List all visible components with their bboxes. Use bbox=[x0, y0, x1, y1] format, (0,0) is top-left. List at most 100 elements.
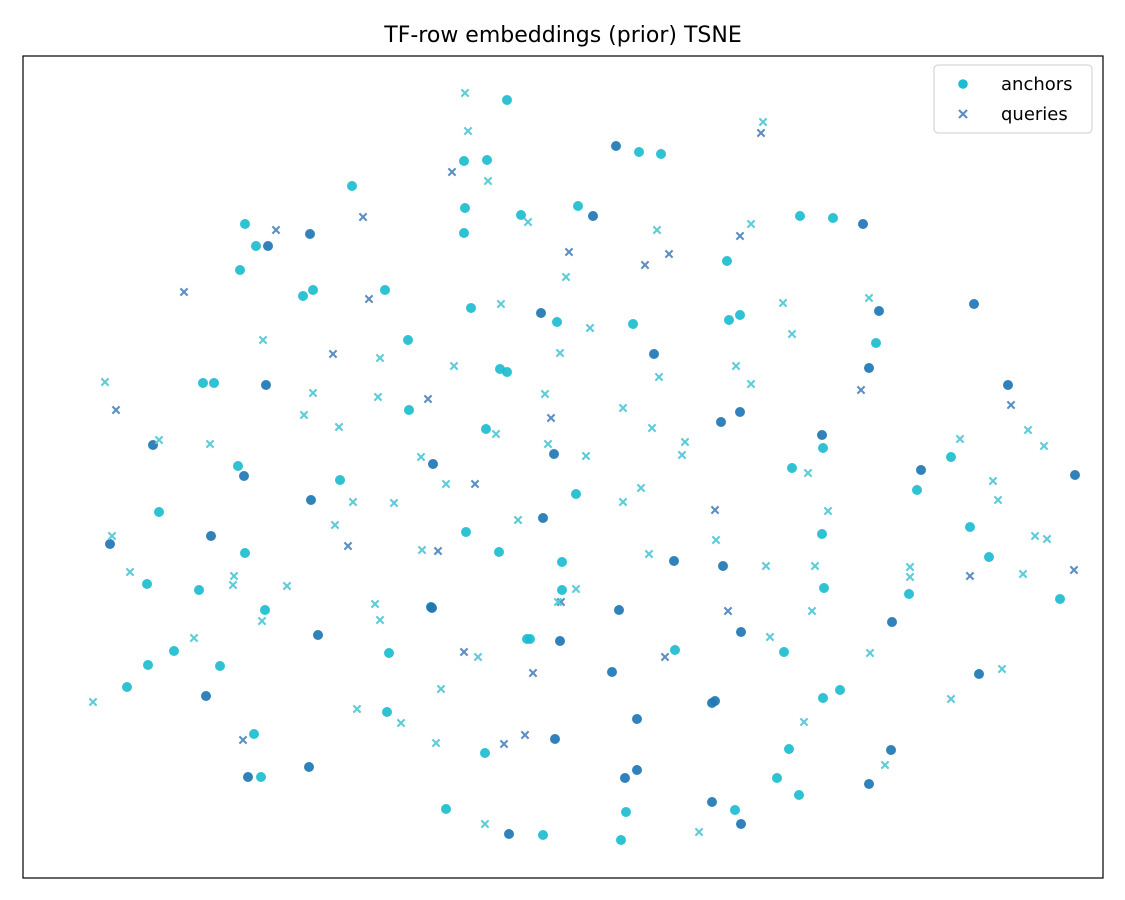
query-point bbox=[513, 515, 523, 525]
query-point bbox=[1018, 569, 1028, 579]
anchor-point bbox=[614, 605, 624, 615]
query-point bbox=[1006, 400, 1016, 410]
query-point bbox=[553, 597, 563, 607]
legend-marker-queries bbox=[958, 109, 968, 119]
query-point bbox=[810, 561, 820, 571]
anchor-point bbox=[142, 579, 152, 589]
query-point bbox=[618, 403, 628, 413]
query-point bbox=[778, 298, 788, 308]
anchor-point bbox=[552, 317, 562, 327]
anchor-point bbox=[481, 424, 491, 434]
anchor-point bbox=[536, 308, 546, 318]
anchor-point bbox=[632, 765, 642, 775]
query-point bbox=[447, 167, 457, 177]
query-point bbox=[803, 468, 813, 478]
anchor-point bbox=[722, 256, 732, 266]
query-point bbox=[523, 217, 533, 227]
anchor-point bbox=[249, 729, 259, 739]
anchor-point bbox=[538, 513, 548, 523]
query-point bbox=[946, 694, 956, 704]
anchor-point bbox=[240, 548, 250, 558]
anchor-point bbox=[240, 219, 250, 229]
query-point bbox=[856, 385, 866, 395]
legend-marker-anchors bbox=[958, 79, 968, 89]
anchor-point bbox=[779, 647, 789, 657]
query-point bbox=[473, 652, 483, 662]
anchor-point bbox=[557, 585, 567, 595]
query-point bbox=[647, 423, 657, 433]
anchor-point bbox=[634, 147, 644, 157]
anchor-point bbox=[502, 367, 512, 377]
anchor-point bbox=[233, 461, 243, 471]
query-point bbox=[997, 664, 1007, 674]
query-point bbox=[111, 405, 121, 415]
query-point bbox=[711, 535, 721, 545]
anchor-point bbox=[122, 682, 132, 692]
anchor-point bbox=[459, 156, 469, 166]
query-point bbox=[644, 549, 654, 559]
legend: anchors queries bbox=[933, 64, 1093, 134]
query-point bbox=[417, 545, 427, 555]
anchor-point bbox=[974, 669, 984, 679]
query-point bbox=[1039, 441, 1049, 451]
anchor-point bbox=[154, 507, 164, 517]
query-point bbox=[258, 335, 268, 345]
anchor-point bbox=[404, 405, 414, 415]
anchor-point bbox=[621, 807, 631, 817]
anchor-point bbox=[724, 315, 734, 325]
query-point bbox=[807, 606, 817, 616]
query-point bbox=[865, 648, 875, 658]
query-point bbox=[154, 435, 164, 445]
anchor-point bbox=[169, 646, 179, 656]
anchor-point bbox=[649, 349, 659, 359]
anchor-point bbox=[718, 561, 728, 571]
anchor-point bbox=[912, 485, 922, 495]
anchor-point bbox=[632, 714, 642, 724]
query-point bbox=[680, 437, 690, 447]
query-point bbox=[556, 597, 566, 607]
legend-label-anchors: anchors bbox=[1001, 74, 1073, 95]
anchor-point bbox=[787, 463, 797, 473]
query-point bbox=[571, 584, 581, 594]
anchor-point bbox=[256, 772, 266, 782]
query-point bbox=[463, 126, 473, 136]
query-point bbox=[389, 498, 399, 508]
query-point bbox=[282, 581, 292, 591]
query-point bbox=[660, 652, 670, 662]
query-point bbox=[328, 349, 338, 359]
query-point bbox=[993, 495, 1003, 505]
query-point bbox=[799, 717, 809, 727]
query-point bbox=[694, 827, 704, 837]
query-point bbox=[436, 684, 446, 694]
anchor-point bbox=[557, 557, 567, 567]
anchor-point bbox=[916, 465, 926, 475]
query-point bbox=[228, 580, 238, 590]
anchor-point bbox=[784, 744, 794, 754]
plot-area-frame bbox=[22, 55, 1104, 879]
anchor-point bbox=[305, 229, 315, 239]
anchor-point bbox=[716, 417, 726, 427]
anchor-point bbox=[656, 149, 666, 159]
anchor-point bbox=[946, 452, 956, 462]
query-point bbox=[370, 599, 380, 609]
query-point bbox=[343, 541, 353, 551]
anchor-point bbox=[382, 707, 392, 717]
anchor-point bbox=[835, 685, 845, 695]
anchor-point bbox=[308, 285, 318, 295]
anchor-point bbox=[427, 603, 437, 613]
anchor-point bbox=[607, 667, 617, 677]
query-point bbox=[480, 819, 490, 829]
query-point bbox=[483, 176, 493, 186]
anchor-point bbox=[828, 213, 838, 223]
anchor-point bbox=[441, 804, 451, 814]
anchor-point bbox=[874, 306, 884, 316]
anchor-point bbox=[730, 805, 740, 815]
anchor-point bbox=[206, 531, 216, 541]
anchor-point bbox=[143, 660, 153, 670]
anchor-point bbox=[261, 380, 271, 390]
query-point bbox=[765, 632, 775, 642]
query-point bbox=[864, 293, 874, 303]
anchor-point bbox=[858, 219, 868, 229]
anchor-point bbox=[794, 790, 804, 800]
anchor-point bbox=[461, 527, 471, 537]
